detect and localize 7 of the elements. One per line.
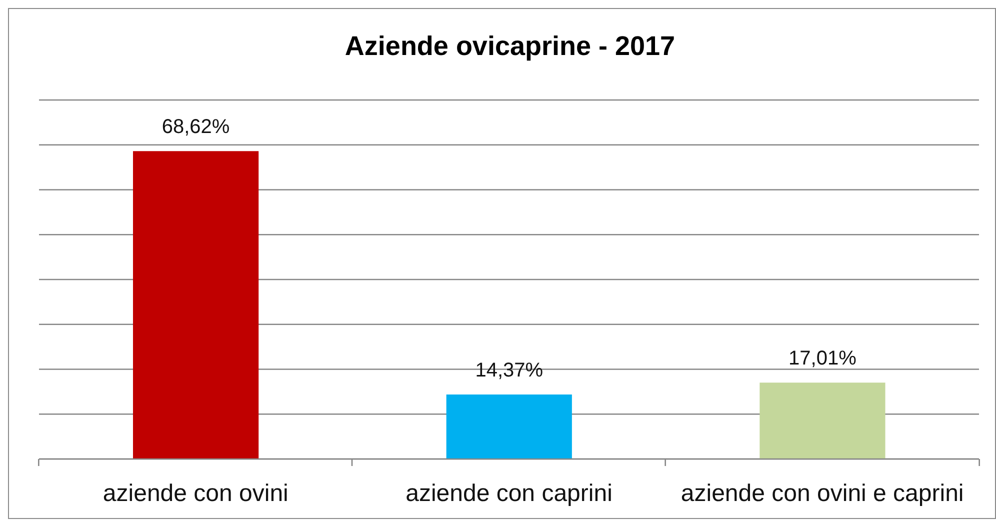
chart-title: Aziende ovicaprine - 2017 <box>344 31 676 62</box>
data-label: 17,01% <box>788 348 857 370</box>
x-tick-label: aziende con ovini <box>102 480 288 507</box>
x-tick-label: aziende con ovini e caprini <box>680 480 964 507</box>
data-label: 14,37% <box>475 360 544 382</box>
x-tick-label: aziende con caprini <box>406 480 612 507</box>
data-label: 68,62% <box>162 116 230 138</box>
